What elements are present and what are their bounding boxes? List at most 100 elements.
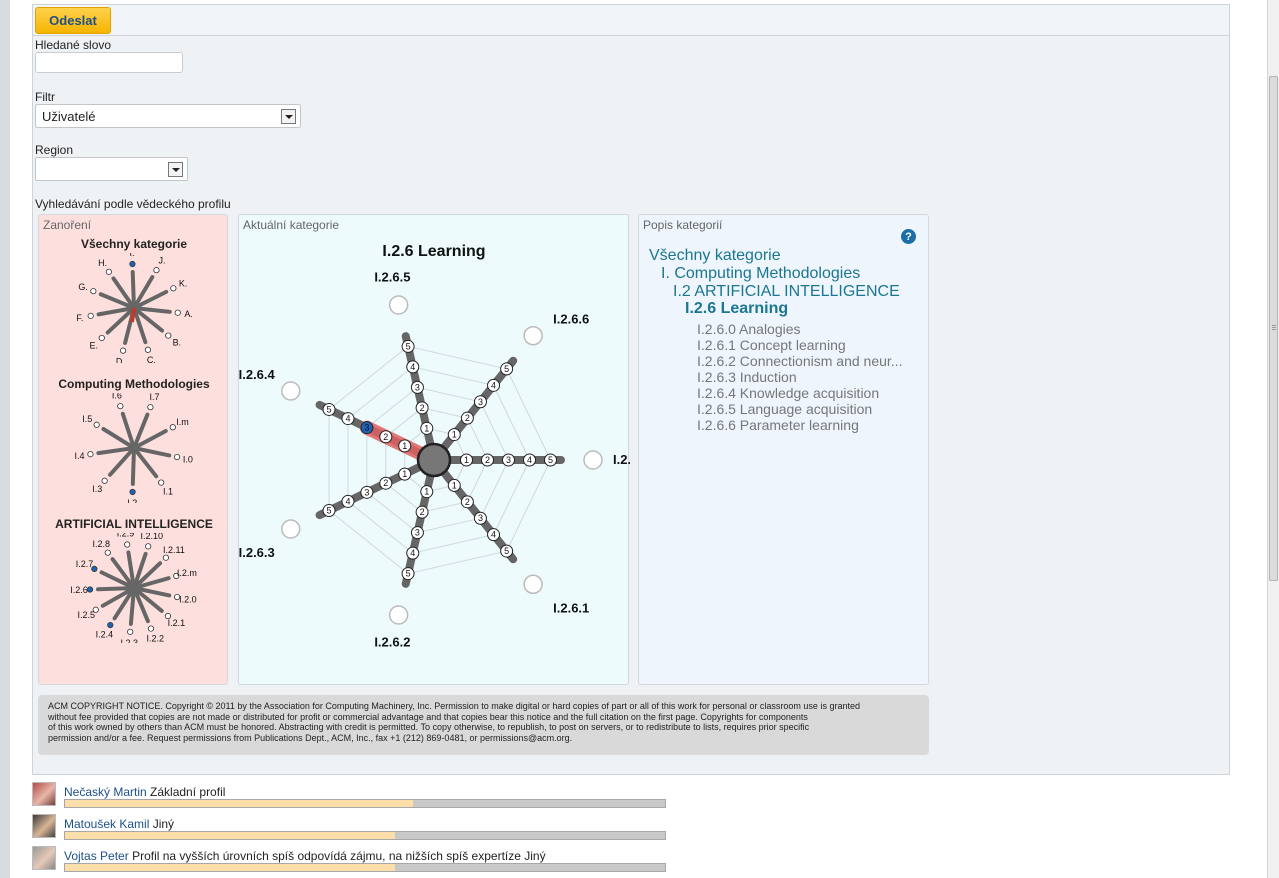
level-node (473, 511, 487, 525)
match-bar (64, 831, 666, 840)
axis-spoke (315, 456, 438, 520)
center-node (416, 442, 452, 478)
mini-label: I.2.9 (117, 533, 135, 539)
mini-spoke (132, 412, 150, 450)
result-name-link[interactable]: Matoušek Kamil (64, 817, 150, 831)
level-node (523, 453, 536, 467)
mini-spoke (132, 306, 172, 314)
nesting-panel-title: Zanoření (43, 218, 92, 232)
result-name-link[interactable]: Vojtas Peter (64, 849, 129, 863)
mini-node (90, 288, 97, 295)
level-label: 5 (327, 506, 332, 516)
level-node (415, 401, 429, 415)
mini-label: C. (147, 355, 156, 363)
mini-spoke (132, 306, 165, 333)
result-name-link[interactable]: Nečaský Martin (64, 785, 147, 799)
mini-label: I.2.2 (147, 634, 165, 643)
mini-label: I.2.11 (163, 545, 185, 555)
submit-button[interactable]: Odeslat (35, 7, 111, 34)
level-node (415, 505, 429, 519)
mini-chart-artificial-intelligence[interactable]: I.2.0 I.2.1I.2.2 I.2.3 I.2.4I.2.5 I.2.6 I.2.7… (44, 533, 224, 643)
axis-end-circle (388, 295, 409, 315)
subcategory-item[interactable]: I.2.6.4 Knowledge acquisition (697, 385, 880, 401)
result-row: Matoušek Kamil Jiný (32, 814, 672, 840)
mini-label: I.4 (75, 451, 85, 461)
vertical-scrollbar[interactable] (1267, 0, 1279, 878)
page-left-edge (0, 0, 10, 878)
mini-spoke (132, 551, 148, 590)
subcategory-item[interactable]: I.2.6.2 Connectionism and neur... (697, 353, 903, 369)
filter-select[interactable]: Uživatelé (35, 104, 301, 128)
level-node (473, 395, 487, 409)
subcategory-item[interactable]: I.2.6.0 Analogies (697, 321, 801, 337)
breadcrumb-level-3[interactable]: I.2.6 Learning (685, 300, 789, 317)
mini-spoke (99, 570, 136, 590)
current-category-panel: Aktuální kategorie I.2.6 Learning 1 2 3 4 5 I.… (238, 214, 630, 686)
match-bar-fill (65, 800, 413, 807)
level-label: 2 (420, 403, 425, 413)
level-node (420, 421, 434, 435)
subcategory-item[interactable]: I.2.6.6 Parameter learning (697, 417, 859, 433)
avatar (32, 782, 56, 806)
search-input[interactable] (35, 52, 183, 73)
axis-label: I.2.6.1 (553, 600, 589, 615)
axis-end-circle (523, 574, 543, 595)
mini-chart-all-categories[interactable]: A. B. C. D. E. F. G. H. I. J. K. (44, 253, 224, 363)
avatar (32, 814, 56, 838)
level-node (460, 495, 474, 509)
level-label: 5 (504, 364, 509, 374)
axis-label: I.2.6.4 (239, 367, 276, 382)
filter-select-value: Uživatelé (42, 109, 96, 124)
mini-node (107, 621, 114, 629)
subcategory-item[interactable]: I.2.6.3 Induction (697, 369, 797, 385)
mini-node (127, 628, 134, 635)
breadcrumb-level-1[interactable]: I. Computing Methodologies (661, 265, 861, 282)
mini-node (173, 453, 181, 461)
mini-label: J. (159, 256, 166, 266)
help-icon[interactable]: ? (901, 229, 916, 244)
mini-label: D. (116, 356, 125, 363)
profile-search-label: Vyhledávání podle vědeckého profilu (35, 197, 231, 211)
axis-end-circle (280, 381, 301, 401)
breadcrumb-level-2[interactable]: I.2 ARTIFICIAL INTELLIGENCE (673, 283, 900, 300)
level-label: 2 (485, 455, 490, 465)
mini-label: B. (173, 338, 182, 348)
mini-label: I.5 (82, 414, 92, 424)
mini-spoke (132, 576, 171, 590)
level-node (460, 411, 474, 425)
mini-label: G. (78, 282, 88, 292)
subcategory-item[interactable]: I.2.6.5 Language acquisition (697, 401, 873, 417)
level-label: 2 (420, 507, 425, 517)
mini-node (101, 477, 108, 484)
mini-label: I.1 (163, 486, 173, 496)
subcategory-item[interactable]: I.2.6.1 Concept learning (697, 337, 846, 353)
category-radar-chart[interactable]: I.2.6 Learning12345I.2.6.012345I.2.6.112… (239, 215, 630, 686)
mini-node (105, 268, 113, 275)
region-select[interactable] (35, 157, 188, 181)
mini-highlight (130, 307, 136, 323)
avatar (32, 846, 56, 870)
mini-label: I.2.6 (70, 585, 88, 595)
scrollbar-thumb[interactable] (1269, 76, 1278, 581)
level-node (379, 430, 393, 444)
axis-end-circle (280, 519, 301, 539)
mini-node (129, 488, 136, 496)
mini-node (144, 346, 151, 353)
level-node (406, 360, 420, 374)
chevron-down-icon[interactable] (281, 109, 296, 124)
chevron-down-icon[interactable] (168, 162, 183, 177)
category-description-panel-title: Popis kategorií (643, 218, 723, 232)
level-label: 2 (383, 478, 388, 488)
mini-spoke (132, 289, 169, 310)
level-label: 5 (406, 341, 411, 351)
mini-node (169, 424, 176, 431)
breadcrumb-level-0[interactable]: Všechny kategorie (649, 247, 781, 264)
level-node (487, 528, 501, 542)
level-label: 3 (415, 528, 420, 538)
mini-chart-computing-methodologies[interactable]: I.0 I.1 I.2 I.3 I.4 I.5 I.6 I.7 I.m (44, 393, 224, 503)
level-label: 5 (327, 404, 332, 414)
mini-spoke (96, 306, 136, 317)
level-label: 3 (364, 423, 369, 433)
mini-label: I.2.8 (92, 539, 110, 549)
result-name-line: Nečaský Martin Základní profil (64, 785, 225, 799)
